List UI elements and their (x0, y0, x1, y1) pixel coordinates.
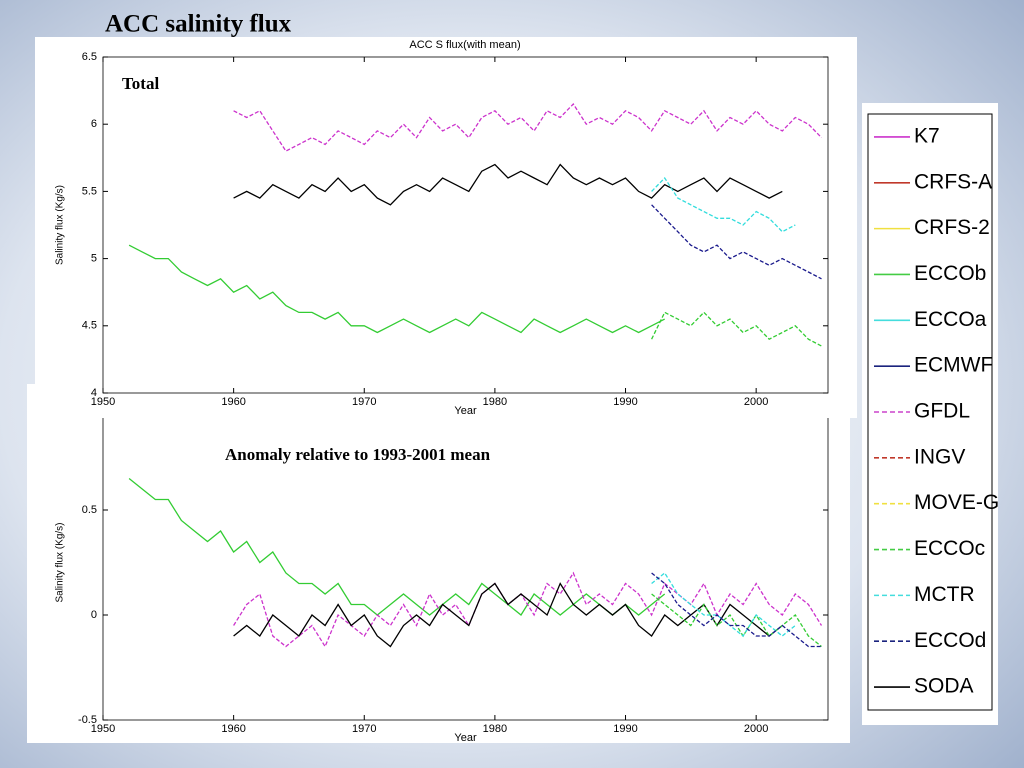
series-line (128, 477, 666, 616)
legend: K7 CRFS-A CRFS-2 ECCOb ECCOa ECMWF GFDL INGV MOV… (862, 103, 999, 725)
series-line (651, 204, 822, 280)
legend-label: ECCOd (914, 629, 986, 652)
y-tick-label: 4 (91, 387, 97, 399)
legend-frame (867, 113, 993, 711)
annotation: Total (122, 74, 159, 93)
y-tick-label: 0.5 (82, 504, 97, 516)
chart-panel: -0.5 0 0.5 1950 1960 1970 1980 1990 2000 Year Sali… (27, 384, 850, 744)
x-tick-label: 1980 (483, 723, 507, 735)
series-line (233, 102, 822, 152)
series-line (651, 572, 822, 648)
series-line (651, 176, 796, 233)
legend-label: K7 (914, 124, 940, 147)
x-axis-label: Year (454, 405, 477, 417)
plot-frame (102, 56, 829, 394)
legend-label: GFDL (914, 400, 970, 423)
y-axis-label: Salinity flux (Kg/s) (55, 522, 66, 602)
y-tick-label: -0.5 (78, 714, 97, 726)
y-tick-label: 6.5 (82, 51, 97, 63)
x-tick-label: 1990 (613, 396, 637, 408)
x-axis-label: Year (454, 732, 477, 744)
y-tick-label: 0 (91, 609, 97, 621)
chart-title: ACC S flux(with mean) (409, 39, 520, 51)
y-tick-label: 6 (91, 118, 97, 130)
y-tick-label: 5 (91, 253, 97, 265)
series-line (233, 582, 783, 648)
series-line (651, 311, 822, 347)
y-tick-label: 4.5 (82, 320, 97, 332)
x-tick-label: 2000 (744, 723, 768, 735)
legend-label: ECCOb (914, 262, 986, 285)
legend-label: SODA (914, 675, 974, 698)
y-tick-label: 5.5 (82, 185, 97, 197)
x-tick-label: 1950 (91, 723, 115, 735)
series-line (651, 572, 796, 637)
x-tick-label: 1950 (91, 396, 115, 408)
series-line (233, 163, 783, 206)
legend-label: CRFS-2 (914, 216, 990, 239)
slide-title: ACC salinity flux (105, 11, 292, 38)
chart-background (35, 37, 857, 418)
legend-label: MOVE-G (914, 491, 999, 514)
x-tick-label: 1980 (483, 396, 507, 408)
legend-label: CRFS-A (914, 170, 992, 193)
x-tick-label: 1960 (221, 396, 245, 408)
y-axis-label: Salinity flux (Kg/s) (55, 185, 66, 265)
legend-label: ECMWF (914, 354, 993, 377)
chart-background (27, 384, 850, 743)
x-tick-label: 1960 (221, 723, 245, 735)
legend-label: ECCOc (914, 537, 985, 560)
chart-panel: 4 4.5 5 5.5 6 6.5 1950 1960 1970 1980 1990 2000 Year… (35, 37, 857, 418)
legend-label: MCTR (914, 583, 975, 606)
x-tick-label: 1970 (352, 396, 376, 408)
x-tick-label: 1990 (613, 723, 637, 735)
series-line (128, 244, 665, 334)
legend-background (862, 103, 998, 725)
x-tick-label: 2000 (744, 396, 768, 408)
annotation: Anomaly relative to 1993-2001 mean (225, 445, 491, 464)
legend-label: INGV (914, 445, 965, 468)
x-tick-label: 1970 (352, 723, 376, 735)
legend-label: ECCOa (914, 308, 987, 331)
series-line (233, 571, 823, 648)
